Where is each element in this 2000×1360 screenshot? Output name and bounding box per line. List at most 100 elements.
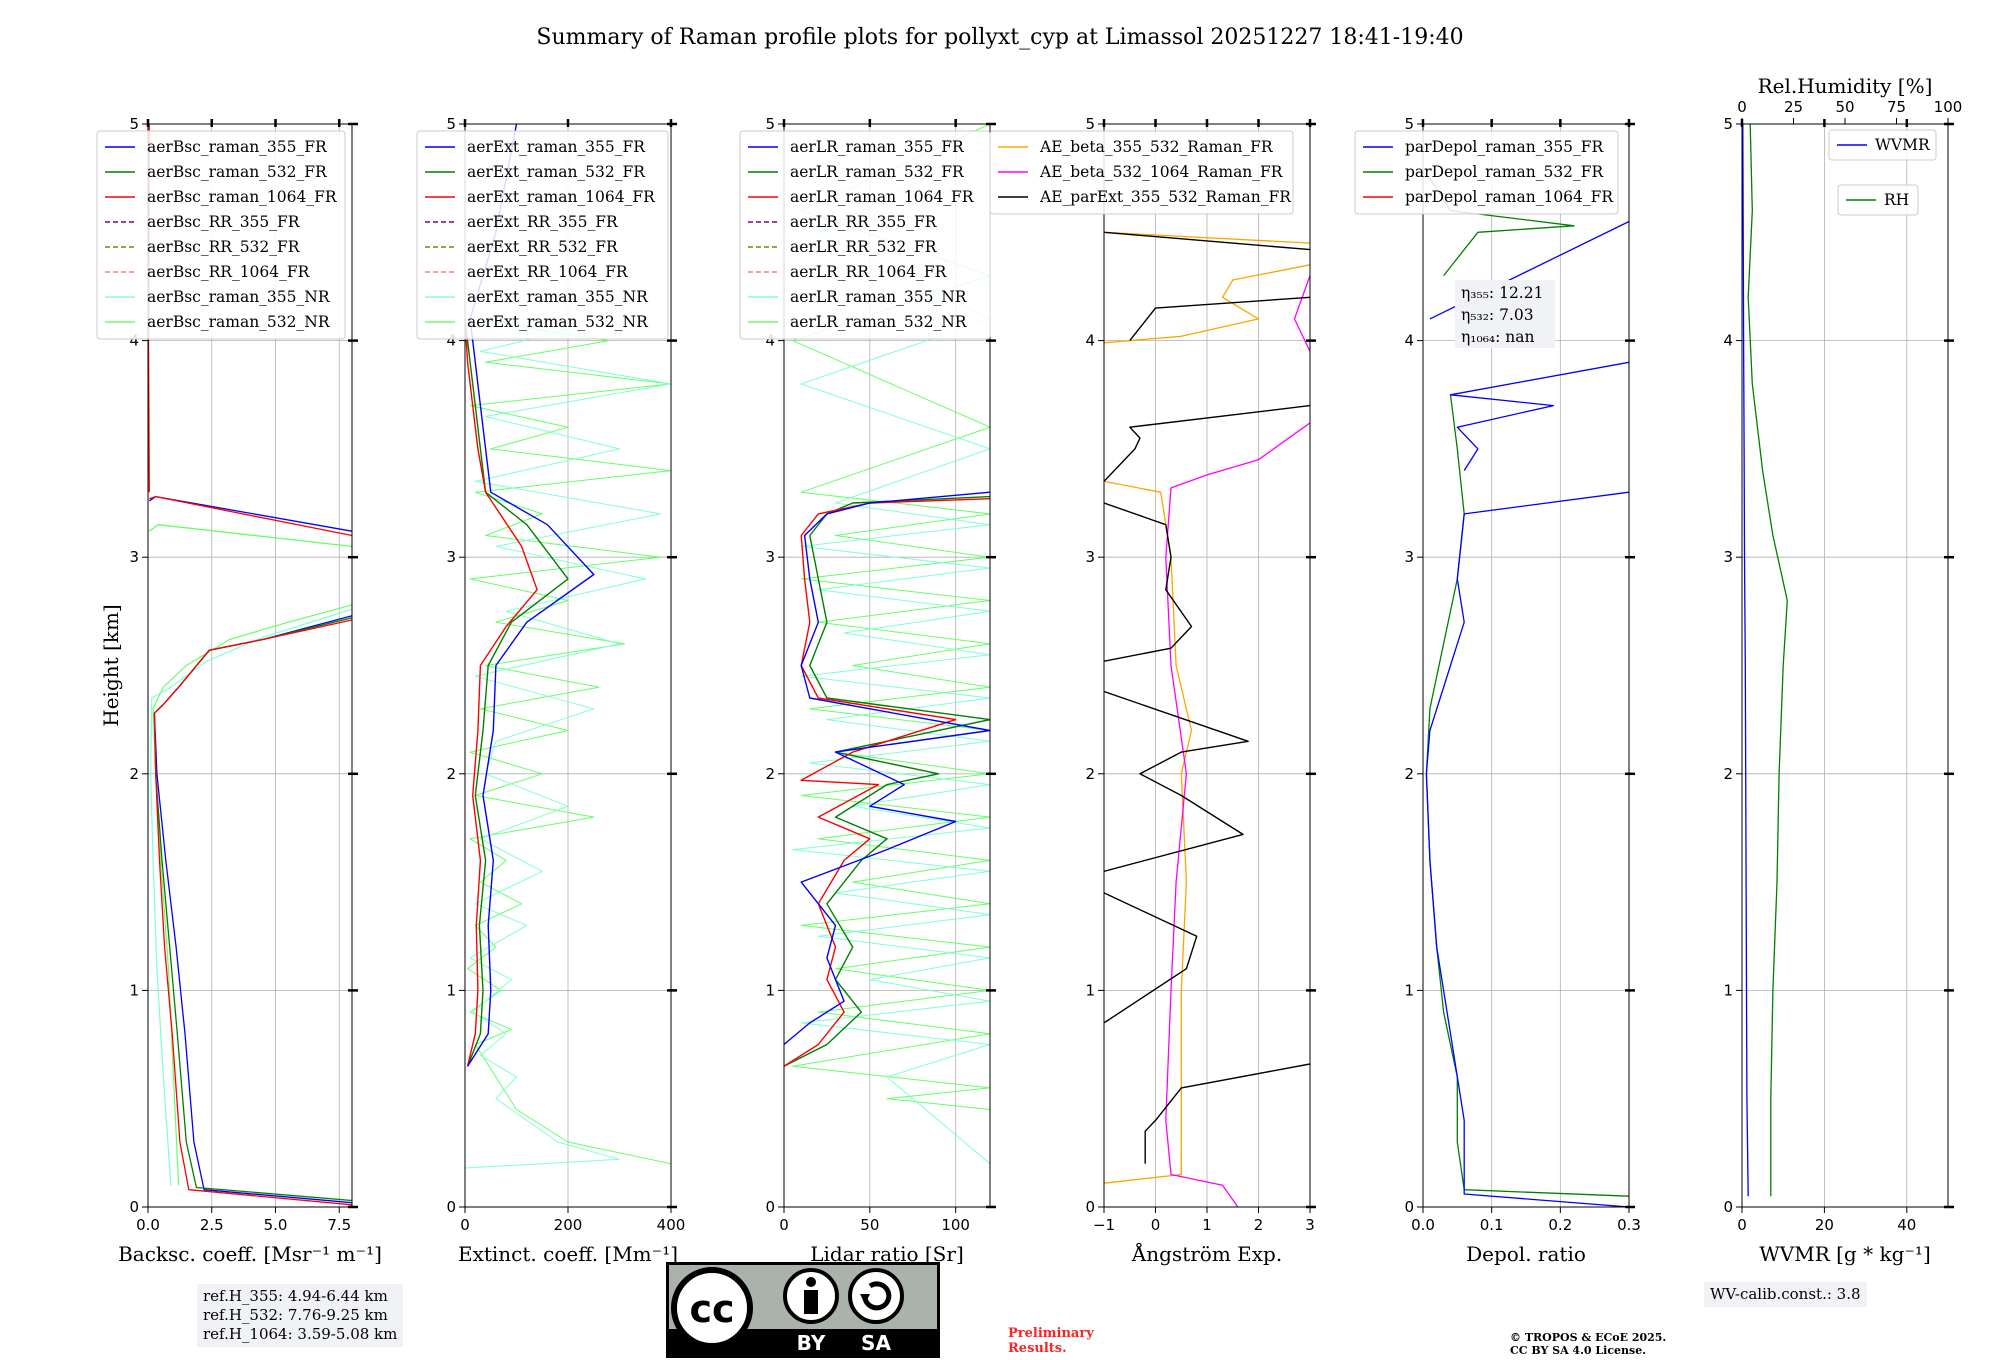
series-aerLR_raman_1064_FR <box>784 498 990 1067</box>
ref-h-1064: ref.H_1064: 3.59-5.08 km <box>203 1325 398 1343</box>
legend-label: aerLR_RR_355_FR <box>790 213 938 231</box>
legend-label: AE_beta_355_532_Raman_FR <box>1039 138 1274 156</box>
x-tick-label: 3 <box>1305 1216 1315 1234</box>
y-tick-label: 4 <box>1085 332 1095 350</box>
x-tick-label: 0.2 <box>1548 1216 1572 1234</box>
legend-box <box>416 130 669 340</box>
legend-label: aerBsc_raman_1064_FR <box>147 188 338 206</box>
top-x-tick-label: 75 <box>1887 98 1906 116</box>
legend-label: aerExt_raman_1064_FR <box>467 188 656 206</box>
x-axis-label: Extinct. coeff. [Mm⁻¹] <box>458 1242 678 1266</box>
series-group <box>1104 231 1310 1207</box>
x-tick-label: 0 <box>1737 1216 1747 1234</box>
x-axis-label: Backsc. coeff. [Msr⁻¹ m⁻¹] <box>118 1242 382 1266</box>
y-tick-label: 2 <box>1723 765 1733 783</box>
legend-label: parDepol_raman_1064_FR <box>1405 188 1614 206</box>
axes-frame <box>1741 123 1949 1208</box>
series-aerExt_raman_532_FR <box>465 318 569 1067</box>
x-tick-label: 1 <box>1202 1216 1212 1234</box>
legend-label: aerLR_raman_355_NR <box>790 288 968 306</box>
axes-frame <box>783 123 991 1208</box>
series-AE_parExt_cloud2 <box>1104 231 1310 251</box>
x-axis-label: WVMR [g * kg⁻¹] <box>1759 1242 1931 1266</box>
legend-label: aerExt_raman_355_NR <box>467 288 649 306</box>
legend-label: aerLR_RR_532_FR <box>790 238 938 256</box>
legend-label: aerBsc_RR_532_FR <box>147 238 301 256</box>
series-AE_beta_355_532_Raman_FR <box>1104 480 1193 1184</box>
axes-frame <box>147 123 353 1208</box>
x-tick-label: 0 <box>1151 1216 1161 1234</box>
copyright-line2: CC BY SA 4.0 License. <box>1510 1344 1647 1357</box>
series-group <box>1742 124 1788 1197</box>
cc-by-label: BY <box>797 1331 826 1355</box>
x-axis-label: Depol. ratio <box>1466 1242 1586 1266</box>
series-AE_parExt_top <box>1104 404 1310 482</box>
legend-box <box>989 130 1294 215</box>
y-tick-label: 1 <box>1404 981 1414 999</box>
copyright-note: © TROPOS & ECoE 2025. CC BY SA 4.0 Licen… <box>1510 1331 1666 1357</box>
y-tick-label: 1 <box>1723 981 1733 999</box>
legend-label: aerLR_raman_1064_FR <box>790 188 975 206</box>
legend-box <box>1354 130 1619 215</box>
x-tick-label: 100 <box>941 1216 970 1234</box>
series-aerBsc_cloud_red <box>149 495 352 537</box>
y-tick-label: 3 <box>1723 548 1733 566</box>
y-tick-label: 2 <box>446 765 456 783</box>
y-tick-label: 3 <box>1404 548 1414 566</box>
legend-box <box>96 130 346 340</box>
eta-1064: η₁₀₆₄: nan <box>1461 328 1535 346</box>
y-tick-label: 5 <box>1723 115 1733 133</box>
legend-label: aerExt_raman_532_NR <box>467 313 649 331</box>
legend-label: AE_beta_532_1064_Raman_FR <box>1039 163 1284 181</box>
share-alike-arrowhead <box>860 1294 870 1304</box>
top-x-tick-label: 0 <box>1737 98 1747 116</box>
eta-355: η₃₅₅: 12.21 <box>1461 284 1543 302</box>
y-tick-label: 0 <box>446 1198 456 1216</box>
series-AE_parExt_high <box>1104 502 1193 662</box>
legend-label: aerLR_raman_355_FR <box>790 138 965 156</box>
legend-box <box>1837 184 1919 216</box>
cc-license-badge: cc BY SA <box>666 1262 940 1358</box>
series-AE_parExt_low <box>1104 892 1198 1024</box>
y-tick-label: 1 <box>129 981 139 999</box>
legend-label: aerBsc_raman_532_FR <box>147 163 328 181</box>
legend: parDepol_raman_355_FR parDepol_raman_532_… <box>1354 130 1619 215</box>
x-tick-label: 7.5 <box>327 1216 351 1234</box>
legend-label: aerBsc_raman_355_NR <box>147 288 331 306</box>
y-tick-label: 5 <box>765 115 775 133</box>
y-tick-label: 4 <box>129 332 139 350</box>
y-tick-label: 5 <box>446 115 456 133</box>
eta-annotation-box <box>1455 280 1555 348</box>
series-RH <box>1747 124 1788 1197</box>
figure-title: Summary of Raman profile plots for polly… <box>536 25 1463 50</box>
y-tick-label: 0 <box>1404 1198 1414 1216</box>
x-axis-label: Ångström Exp. <box>1131 1241 1282 1266</box>
x-tick-label: 0.0 <box>136 1216 160 1234</box>
series-group <box>148 124 352 1206</box>
wv-calibration-box: WV-calib.const.: 3.8 <box>1704 1282 1867 1307</box>
series-AE_beta_532_1064_Raman_FR <box>1165 422 1310 1207</box>
y-tick-label: 4 <box>1404 332 1414 350</box>
panel-depolarization: 0 1 2 3 4 5 0.0 0.1 0.2 0.3 Depol. ratio parDepol_r… <box>1354 115 1641 1266</box>
x-tick-label: 200 <box>554 1216 583 1234</box>
y-tick-label: 3 <box>446 548 456 566</box>
legend-label: aerExt_raman_355_FR <box>467 138 646 156</box>
panel-backscatter: 0 1 2 3 4 5 0.0 2.5 5.0 7.5 Backsc. coeff. [Msr⁻¹ … <box>96 115 382 1266</box>
ref-h-355: ref.H_355: 4.94-6.44 km <box>203 1287 388 1305</box>
y-tick-label: 3 <box>1085 548 1095 566</box>
y-tick-label: 3 <box>129 548 139 566</box>
series-aerExt_raman_532_NR <box>467 318 671 1165</box>
x-tick-label: 50 <box>860 1216 879 1234</box>
eta-532: η₅₃₂: 7.03 <box>1461 306 1534 324</box>
top-x-tick-label: 50 <box>1835 98 1854 116</box>
series-aerBsc_cloud_top <box>148 524 352 548</box>
legend-label: RH <box>1884 191 1909 209</box>
panel-extinction: 0 1 2 3 4 5 0 200 400 Extinct. coeff. [Mm⁻¹] aerEx… <box>416 115 685 1266</box>
x-tick-label: −1 <box>1093 1216 1115 1234</box>
preliminary-line2: Results. <box>1008 1341 1067 1356</box>
copyright-line1: © TROPOS & ECoE 2025. <box>1510 1331 1667 1344</box>
y-tick-label: 2 <box>129 765 139 783</box>
series-aerLR_raman_355_NR <box>792 145 990 1165</box>
series-AE_parExt_cloud <box>1129 296 1310 342</box>
top-x-tick-label: 25 <box>1784 98 1803 116</box>
